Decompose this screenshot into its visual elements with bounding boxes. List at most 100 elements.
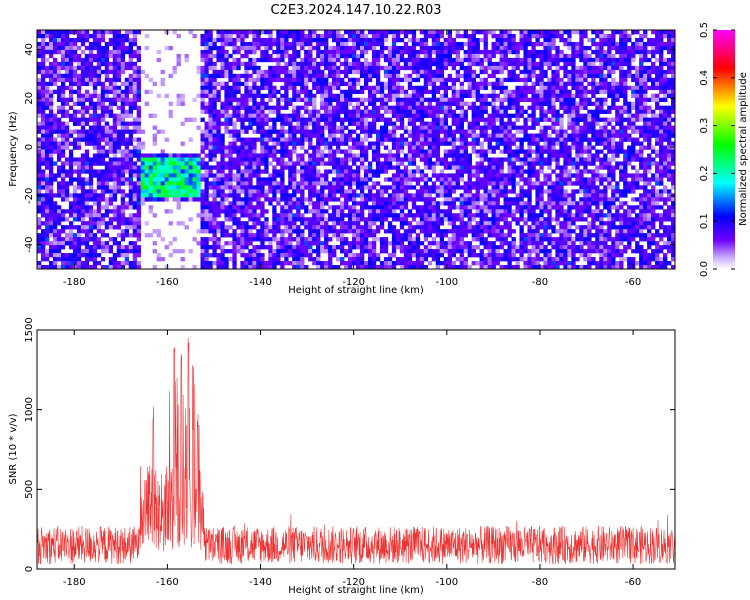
- spectrogram-cell: [332, 93, 337, 99]
- spectrogram-cell: [68, 193, 74, 198]
- spectrogram-cell: [76, 97, 82, 102]
- spectrogram-cell: [324, 169, 329, 174]
- spectrogram-cell: [284, 197, 289, 202]
- spectrogram-cell: [256, 245, 261, 250]
- spectrogram-cell: [68, 41, 74, 47]
- spectrogram-cell: [371, 117, 377, 122]
- spectrogram-cell: [284, 229, 289, 234]
- spectrogram-cell: [44, 49, 50, 55]
- spectrogram-cell: [431, 153, 437, 158]
- spectrogram-cell: [284, 205, 289, 210]
- spectrogram-cell: [236, 157, 241, 162]
- spectrogram-cell: [387, 57, 393, 63]
- spectrogram-cell: [132, 161, 137, 166]
- spectrogram-cell: [423, 141, 429, 146]
- spectrogram-cell: [48, 213, 54, 218]
- spectrogram-cell: [44, 173, 50, 178]
- spectrogram-cell: [395, 65, 401, 71]
- spectrogram-cell: [88, 69, 94, 75]
- spectrogram-cell: [224, 49, 229, 55]
- spectrogram-cell: [284, 69, 289, 75]
- spectrogram-cell: [336, 185, 341, 190]
- spectrogram-cell: [371, 97, 377, 102]
- spectrogram-cell: [132, 73, 137, 79]
- spectrogram-cell: [431, 173, 437, 178]
- spectrogram-cell: [152, 165, 157, 170]
- spectrogram-cell: [116, 185, 122, 190]
- spectrogram-cell: [200, 165, 205, 170]
- spectrogram-cell: [112, 149, 118, 154]
- spectrogram-cell: [100, 205, 106, 210]
- spectrogram-cell: [300, 117, 305, 122]
- spectrogram-cell: [264, 101, 269, 106]
- spectrogram-cell: [96, 253, 102, 258]
- spectrogram-cell: [320, 33, 325, 39]
- spectrogram-cell: [352, 189, 357, 194]
- spectrogram-cell: [160, 197, 165, 202]
- spectrogram-cell: [387, 97, 393, 102]
- spectrogram-cell: [276, 173, 281, 178]
- spectrogram-cell: [128, 57, 133, 63]
- spectrogram-cell: [104, 73, 110, 79]
- spectrogram-cell: [316, 249, 321, 254]
- spectrogram-cell: [56, 241, 62, 246]
- spectrogram-cell: [208, 165, 213, 170]
- spectrogram-cell: [451, 45, 456, 51]
- spectrogram-cell: [108, 30, 114, 35]
- spectrogram-cell: [288, 165, 293, 170]
- spectrogram-cell: [76, 169, 82, 174]
- spectrogram-cell: [224, 53, 229, 59]
- spectrogram-cell: [60, 57, 66, 63]
- spectrogram-cell: [180, 169, 185, 174]
- spectrogram-cell: [236, 197, 241, 202]
- spectrogram-cell: [431, 133, 437, 138]
- spectrogram-cell: [60, 149, 66, 154]
- spectrogram-cell: [435, 30, 441, 35]
- spectrogram-cell: [383, 125, 389, 130]
- spectrogram-cell: [292, 205, 297, 210]
- spectrogram-cell: [224, 73, 229, 79]
- spectrogram-cell: [356, 233, 361, 238]
- spectrogram-cell: [451, 157, 456, 162]
- spectrogram-cell: [264, 57, 269, 63]
- spectrogram-cell: [312, 249, 317, 254]
- spectrogram-cell: [196, 125, 201, 130]
- spectrogram-cell: [52, 65, 58, 71]
- spectrogram-cell: [423, 233, 429, 238]
- spectrogram-cell: [244, 185, 249, 190]
- spectrogram-cell: [272, 121, 277, 126]
- spectrogram-cell: [336, 141, 341, 146]
- spectrogram-cell: [44, 129, 50, 134]
- spectrogram-cell: [292, 189, 297, 194]
- spectrogram-cell: [284, 241, 289, 246]
- spectrogram-cell: [419, 253, 425, 258]
- spectrogram-cell: [244, 105, 249, 110]
- spectrogram-cell: [56, 93, 62, 99]
- spectrogram-cell: [44, 65, 50, 71]
- spectrogram-cell: [248, 209, 253, 214]
- spectrogram-cell: [379, 117, 385, 122]
- spectrogram-cell: [463, 49, 468, 55]
- spectrogram-cell: [228, 205, 233, 210]
- spectrogram-cell: [352, 105, 357, 110]
- spectrogram-cell: [228, 133, 233, 138]
- spectrogram-cell: [208, 41, 213, 47]
- spectrogram-cell: [200, 161, 205, 166]
- spectrogram-cell: [104, 177, 110, 182]
- spectrogram-cell: [228, 173, 233, 178]
- spectrogram-cell: [359, 37, 365, 43]
- spectrogram-cell: [200, 157, 205, 162]
- spectrogram-cell: [411, 149, 417, 154]
- spectrogram-cell: [100, 245, 106, 250]
- spectrogram-cell: [399, 149, 405, 154]
- spectrogram-cell: [224, 177, 229, 182]
- spectrogram-cell: [423, 149, 429, 154]
- spectrogram-cell: [268, 173, 273, 178]
- spectrogram-cell: [312, 133, 317, 138]
- spectrogram-cell: [100, 233, 106, 238]
- spectrogram-cell: [216, 173, 221, 178]
- spectrogram-cell: [395, 105, 401, 110]
- spectrogram-cell: [332, 253, 337, 258]
- spectrogram-cell: [439, 201, 445, 206]
- spectrogram-cell: [80, 113, 86, 118]
